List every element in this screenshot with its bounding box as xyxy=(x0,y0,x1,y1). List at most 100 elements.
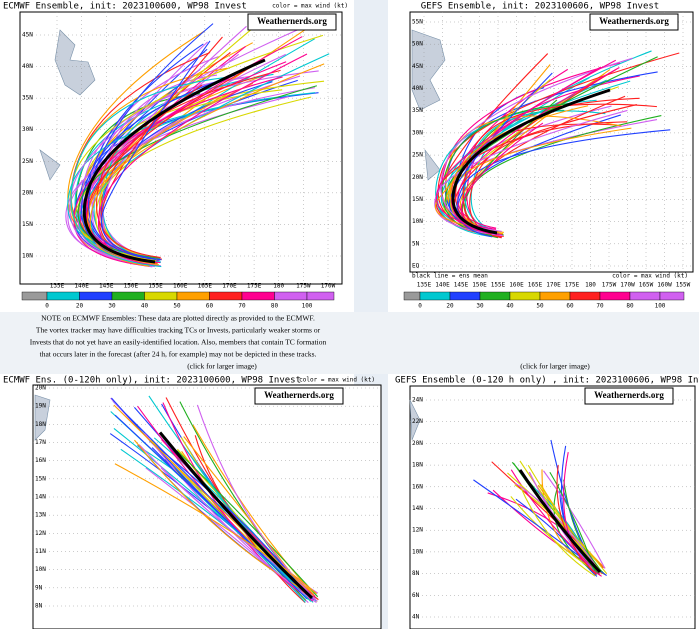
lon-label: 150E xyxy=(124,283,139,290)
lon-label: 155E xyxy=(148,283,163,290)
logo-box xyxy=(584,387,674,405)
lon-label: 145E xyxy=(454,282,469,289)
track xyxy=(445,56,658,232)
lon-label: 155E xyxy=(491,282,506,289)
colorbar-segment xyxy=(274,291,308,301)
lat-label: 25N xyxy=(412,152,423,159)
click-label[interactable]: (click for larger image) xyxy=(520,362,590,371)
lon-label: 175E xyxy=(247,283,262,290)
lat-label: 14N xyxy=(35,494,46,501)
logo: Weathernerds.org xyxy=(264,390,334,400)
lon-label: 135E xyxy=(417,282,432,289)
track xyxy=(69,19,320,265)
lat-label: 8N xyxy=(35,603,43,610)
track xyxy=(515,482,600,572)
track xyxy=(100,40,211,261)
mean-note: black line = ens mean xyxy=(412,273,488,280)
lon-label: 175W xyxy=(296,283,311,290)
lat-label: 18N xyxy=(35,421,46,428)
track xyxy=(543,470,606,569)
track xyxy=(457,66,620,229)
lat-label: 6N xyxy=(412,592,420,599)
lon-label: 165E xyxy=(528,282,543,289)
colorbar-label: 50 xyxy=(173,303,181,310)
lon-label: 170W xyxy=(620,282,635,289)
mean-track xyxy=(518,469,602,574)
track xyxy=(193,459,309,600)
lat-label: 11N xyxy=(35,548,46,555)
lat-label: 20N xyxy=(22,189,33,196)
colorbar-label: 80 xyxy=(626,303,634,310)
lon-label: 145E xyxy=(99,283,114,290)
panel-title: ECMWF Ensemble, init: 2023100600, WP98 I… xyxy=(3,2,247,12)
lon-label: 150E xyxy=(472,282,487,289)
logo: Weathernerds.org xyxy=(594,390,664,400)
track xyxy=(176,450,319,598)
lat-label: 17N xyxy=(35,439,46,446)
logo: Weathernerds.org xyxy=(257,16,327,26)
panel-title: ECMWF Ens. (0-120h only), init: 20231006… xyxy=(3,376,301,386)
colorbar-label: 0 xyxy=(45,303,49,310)
lat-label: 10N xyxy=(22,253,33,260)
track xyxy=(114,463,318,595)
track xyxy=(540,484,606,569)
colorbar-segment xyxy=(209,291,243,301)
lat-label: 10N xyxy=(412,548,423,555)
colorbar-segment xyxy=(659,291,685,301)
lat-label: 15N xyxy=(35,475,46,482)
lon-label: 175E xyxy=(565,282,580,289)
colorbar-segment xyxy=(509,291,541,301)
colorbar-segment xyxy=(419,291,451,301)
track xyxy=(102,87,316,268)
logo: Weathernerds.org xyxy=(599,16,669,26)
lon-label: 165E xyxy=(198,283,213,290)
lat-label: 10N xyxy=(412,218,423,225)
lat-label: 9N xyxy=(35,584,43,591)
colorbar-label: 40 xyxy=(506,303,514,310)
track xyxy=(114,414,308,600)
track xyxy=(73,36,303,267)
lat-label: 12N xyxy=(412,527,423,534)
lat-label: 22N xyxy=(412,418,423,425)
lon-label: 155W xyxy=(676,282,691,289)
colorbar-segment xyxy=(539,291,571,301)
track xyxy=(556,465,597,575)
track xyxy=(434,109,628,237)
mean-track xyxy=(451,88,611,235)
colorbar-segment xyxy=(449,291,481,301)
lat-label: 15N xyxy=(412,196,423,203)
colorbar-segment xyxy=(21,291,48,301)
lat-label: 19N xyxy=(35,403,46,410)
map-panel: 20N 19N 18N 17N 16N 15N 14N 13N 12N 11N 10N 9N 8N ECM… xyxy=(3,376,382,629)
colorbar-label: 70 xyxy=(596,303,604,310)
lon-label: 140E xyxy=(74,283,89,290)
colorbar-label: 20 xyxy=(76,303,84,310)
lon-label: 180 xyxy=(585,282,596,289)
lat-label: 45N xyxy=(412,63,423,70)
mean-track xyxy=(158,431,314,600)
note-line: that occurs later in the forecast (after… xyxy=(40,350,317,359)
lat-label: 20N xyxy=(412,174,423,181)
lat-label: 55N xyxy=(412,19,423,26)
lat-label: 20N xyxy=(412,440,423,447)
colorbar-segment xyxy=(629,291,661,301)
lat-label: 13N xyxy=(35,512,46,519)
colorbar-label: 30 xyxy=(476,303,484,310)
track xyxy=(162,402,314,602)
lat-label: 12N xyxy=(35,530,46,537)
lat-label: 10N xyxy=(35,566,46,573)
click-label[interactable]: (click for larger image) xyxy=(187,362,257,371)
logo-box xyxy=(247,13,337,31)
track xyxy=(96,69,281,259)
track xyxy=(436,66,602,230)
lon-label: 160W xyxy=(657,282,672,289)
wind-note: color = max wind (kt) xyxy=(272,3,348,10)
colorbar-segment xyxy=(46,291,80,301)
lon-label: 175W xyxy=(602,282,617,289)
track xyxy=(469,121,628,239)
lat-label: 45N xyxy=(22,32,33,39)
lon-label: 170E xyxy=(546,282,561,289)
mean-track xyxy=(82,58,266,264)
